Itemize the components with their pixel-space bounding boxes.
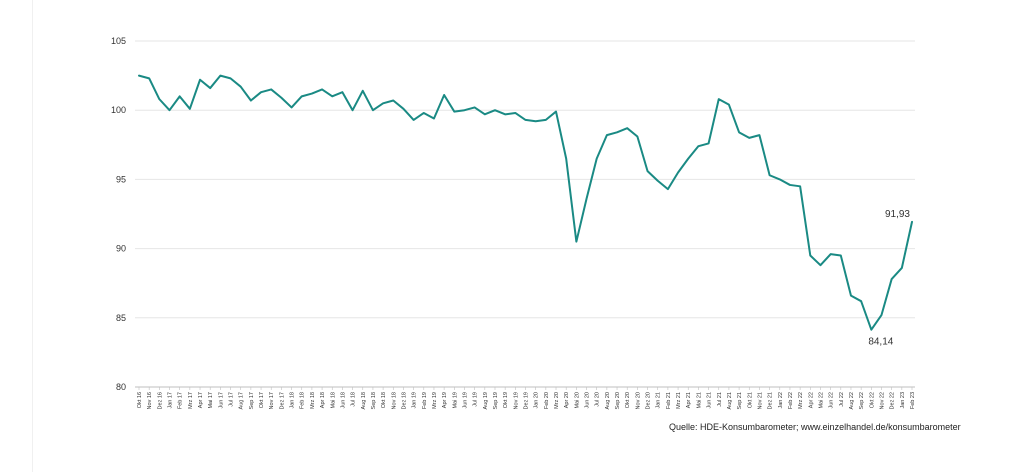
x-tick-label: Okt 19 [503, 392, 509, 408]
x-tick-label: Dez 16 [157, 392, 163, 409]
data-label: 84,14 [868, 337, 893, 348]
y-tick-label: 80 [116, 382, 126, 392]
x-tick-label: Feb 17 [178, 392, 184, 409]
x-tick-label: Mrz 17 [188, 392, 194, 409]
x-tick-label: Mrz 18 [310, 392, 316, 409]
x-tick-label: Sep 19 [493, 392, 499, 409]
x-axis: Okt 16 Nov 16 Dez 16 Jan 17 Feb 17 Mrz 17 Apr … [137, 387, 916, 409]
series-line [138, 74, 913, 331]
x-tick-label: Okt 18 [381, 392, 387, 408]
x-tick-label: Nov 17 [269, 392, 275, 409]
x-tick-label: Sep 17 [249, 392, 255, 409]
x-tick-label: Mai 19 [452, 392, 458, 409]
x-tick-label: Apr 19 [442, 392, 448, 408]
x-tick-label: Okt 21 [747, 392, 753, 408]
x-tick-label: Nov 19 [513, 392, 519, 409]
x-tick-label: Mrz 22 [798, 392, 804, 409]
x-tick-label: Okt 17 [259, 392, 265, 408]
x-tick-label: Jul 18 [351, 392, 357, 407]
x-tick-label: Dez 19 [524, 392, 530, 409]
x-tick-label: Jul 22 [839, 392, 845, 407]
data-labels: 91,93 84,14 [868, 209, 910, 348]
x-tick-label: Apr 20 [564, 392, 570, 408]
x-tick-label: Jan 23 [900, 392, 906, 409]
x-tick-label: Jul 17 [229, 392, 235, 407]
left-divider [32, 0, 33, 472]
x-tick-label: Apr 18 [320, 392, 326, 408]
y-tick-label: 105 [111, 36, 126, 46]
x-tick-label: Jul 21 [717, 392, 723, 407]
x-tick-label: Dez 18 [401, 392, 407, 409]
x-tick-label: Dez 21 [768, 392, 774, 409]
x-tick-label: Mai 21 [696, 392, 702, 409]
x-tick-label: Feb 23 [910, 392, 916, 409]
x-tick-label: Feb 18 [300, 392, 306, 409]
y-axis: 80 85 90 95 100 105 [111, 36, 126, 392]
x-tick-label: Mrz 19 [432, 392, 438, 409]
x-tick-label: Feb 20 [544, 392, 550, 409]
x-tick-label: Feb 19 [422, 392, 428, 409]
x-tick-label: Sep 18 [371, 392, 377, 409]
y-tick-label: 100 [111, 105, 126, 115]
x-tick-label: Aug 21 [727, 392, 733, 409]
x-tick-label: Okt 22 [869, 392, 875, 408]
x-tick-label: Aug 17 [239, 392, 245, 409]
x-tick-label: Jan 17 [168, 392, 174, 409]
x-tick-label: Aug 19 [483, 392, 489, 409]
x-tick-label: Nov 16 [147, 392, 153, 409]
x-tick-label: Sep 22 [859, 392, 865, 409]
x-tick-label: Feb 21 [666, 392, 672, 409]
x-tick-label: Mai 18 [330, 392, 336, 409]
x-tick-label: Mai 22 [818, 392, 824, 409]
source-note: Quelle: HDE-Konsumbarometer; www.einzelh… [669, 422, 961, 432]
x-tick-label: Apr 22 [808, 392, 814, 408]
x-tick-label: Sep 21 [737, 392, 743, 409]
x-tick-label: Aug 18 [361, 392, 367, 409]
x-tick-label: Nov 21 [757, 392, 763, 409]
x-tick-label: Mai 17 [208, 392, 214, 409]
data-label: 91,93 [885, 209, 910, 220]
x-tick-label: Jun 21 [707, 392, 713, 409]
y-tick-label: 85 [116, 313, 126, 323]
x-tick-label: Okt 16 [137, 392, 143, 408]
x-tick-label: Mai 20 [574, 392, 580, 409]
x-tick-label: Jan 18 [290, 392, 296, 409]
gridlines [135, 40, 915, 388]
x-tick-label: Jun 20 [585, 392, 591, 409]
x-tick-label: Sep 20 [615, 392, 621, 409]
x-tick-label: Jul 19 [473, 392, 479, 407]
x-tick-label: Jun 18 [340, 392, 346, 409]
x-tick-label: Apr 21 [686, 392, 692, 408]
x-tick-label: Jan 20 [534, 392, 540, 409]
y-tick-label: 90 [116, 244, 126, 254]
x-tick-label: Okt 20 [625, 392, 631, 408]
x-tick-label: Nov 22 [879, 392, 885, 409]
x-tick-label: Jun 17 [218, 392, 224, 409]
x-tick-label: Mrz 21 [676, 392, 682, 409]
y-tick-label: 95 [116, 174, 126, 184]
x-tick-label: Jan 19 [412, 392, 418, 409]
x-tick-label: Mrz 20 [554, 392, 560, 409]
x-tick-label: Jan 22 [778, 392, 784, 409]
x-tick-label: Feb 22 [788, 392, 794, 409]
x-tick-label: Jun 22 [829, 392, 835, 409]
x-tick-label: Nov 18 [391, 392, 397, 409]
x-tick-label: Apr 17 [198, 392, 204, 408]
x-tick-label: Jun 19 [462, 392, 468, 409]
x-tick-label: Jul 20 [595, 392, 601, 407]
x-tick-label: Dez 20 [646, 392, 652, 409]
x-tick-label: Nov 20 [635, 392, 641, 409]
x-tick-label: Dez 22 [890, 392, 896, 409]
x-tick-label: Aug 20 [605, 392, 611, 409]
x-tick-label: Dez 17 [279, 392, 285, 409]
x-tick-label: Jan 21 [656, 392, 662, 409]
x-tick-label: Aug 22 [849, 392, 855, 409]
